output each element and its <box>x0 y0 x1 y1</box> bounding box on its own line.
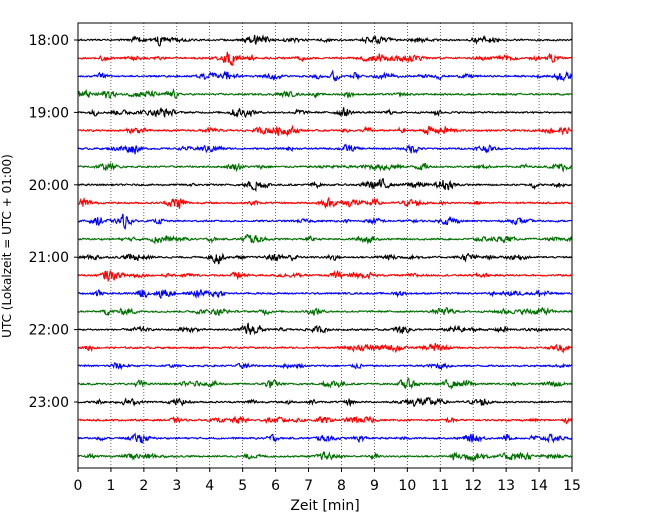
seismic-trace <box>77 177 573 193</box>
seismic-trace <box>77 450 573 462</box>
y-tick-label: 20:00 <box>29 178 69 194</box>
x-tick-label: 8 <box>337 478 346 494</box>
x-tick-label: 14 <box>530 478 548 494</box>
seismic-trace <box>77 415 573 425</box>
seismic-traces <box>77 34 573 462</box>
seismic-trace <box>77 233 573 245</box>
y-tick-label: 19:00 <box>29 105 69 121</box>
x-axis-title: Zeit [min] <box>290 498 359 514</box>
x-tick-label: 15 <box>563 478 581 494</box>
y-axis-title: UTC (Lokalzeit = UTC + 01:00) <box>0 154 14 338</box>
x-tick-label: 4 <box>205 478 214 494</box>
seismic-trace <box>77 124 573 137</box>
x-tick-label: 13 <box>497 478 515 494</box>
vertical-gridlines <box>110 23 540 468</box>
y-tick-label: 21:00 <box>29 250 69 266</box>
seismic-trace <box>77 343 573 354</box>
y-tick-label: 23:00 <box>29 395 69 411</box>
seismic-trace <box>77 69 573 83</box>
seismic-trace <box>77 87 573 99</box>
y-axis-ticks: 18:00 19:00 20:00 21:00 22:00 23:00 <box>29 33 78 411</box>
seismic-trace <box>77 252 573 265</box>
seismic-trace <box>77 377 573 391</box>
seismic-trace <box>77 288 573 300</box>
seismic-trace <box>77 51 573 67</box>
x-tick-label: 3 <box>172 478 181 494</box>
x-tick-label: 5 <box>238 478 247 494</box>
y-tick-label: 22:00 <box>29 323 69 339</box>
x-tick-label: 2 <box>139 478 148 494</box>
x-tick-label: 10 <box>398 478 416 494</box>
plot-frame <box>77 22 573 469</box>
x-tick-label: 12 <box>464 478 482 494</box>
plot-background <box>78 23 572 468</box>
x-tick-label: 9 <box>370 478 379 494</box>
seismic-trace <box>77 162 573 173</box>
y-tick-label: 18:00 <box>29 33 69 49</box>
seismic-trace <box>77 213 573 230</box>
seismic-trace <box>77 269 573 283</box>
x-tick-label: 7 <box>304 478 313 494</box>
x-axis-ticks: 0 1 2 3 4 5 6 7 8 9 10 11 12 13 14 15 <box>74 468 581 494</box>
x-tick-label: 0 <box>74 478 83 494</box>
x-tick-label: 6 <box>271 478 280 494</box>
x-tick-label: 1 <box>106 478 115 494</box>
seismic-trace <box>77 322 573 336</box>
seismic-trace <box>77 361 572 371</box>
seismic-trace <box>77 396 573 408</box>
x-tick-label: 11 <box>431 478 449 494</box>
seismic-trace <box>77 196 573 209</box>
seismic-trace <box>77 306 573 317</box>
seismic-trace <box>77 106 573 119</box>
seismic-trace <box>77 432 573 444</box>
seismic-trace <box>77 34 573 47</box>
seismic-trace <box>77 143 573 155</box>
